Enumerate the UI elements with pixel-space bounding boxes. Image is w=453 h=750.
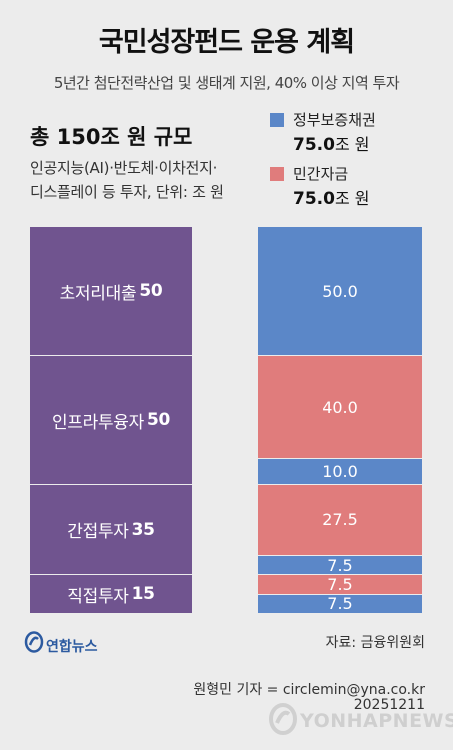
funding-segment-3: 27.5 bbox=[258, 485, 422, 556]
category-bar-0: 초저리대출 50 bbox=[30, 227, 192, 356]
segment-value-label: 27.5 bbox=[322, 510, 358, 530]
funding-segment-2: 10.0 bbox=[258, 459, 422, 485]
publish-date: 20251211 bbox=[353, 697, 425, 713]
segment-value-label: 7.5 bbox=[327, 574, 353, 594]
legend-value-govt-unit: 조 원 bbox=[334, 135, 370, 154]
funding-segment-4: 7.5 bbox=[258, 555, 422, 576]
category-label: 초저리대출 bbox=[59, 283, 137, 304]
legend-swatch-govt bbox=[270, 113, 284, 127]
yonhap-logo-text: 연합뉴스 bbox=[46, 639, 98, 655]
reporter-credit: 원형민 기자 = circlemin@yna.co.kr bbox=[193, 682, 425, 698]
funding-segment-5: 7.5 bbox=[258, 574, 422, 595]
description-line-2: 디스플레이 등 투자, 단위: 조 원 bbox=[30, 183, 224, 201]
legend-value-private-number: 75.0 bbox=[293, 189, 335, 209]
category-value: 35 bbox=[131, 519, 155, 540]
segment-value-label: 7.5 bbox=[327, 594, 353, 614]
funding-segment-0: 50.0 bbox=[258, 227, 422, 356]
funding-segment-6: 7.5 bbox=[258, 594, 422, 614]
legend-swatch-private bbox=[270, 167, 284, 181]
description-line-1: 인공지능(AI)·반도체·이차전지· bbox=[30, 159, 218, 177]
source-note: 자료: 금융위원회 bbox=[325, 635, 425, 651]
legend-value-private: 75.0조 원 bbox=[293, 185, 369, 209]
legend-value-private-unit: 조 원 bbox=[334, 189, 370, 208]
category-label: 간접투자 bbox=[67, 522, 129, 543]
legend-label-private: 민간자금 bbox=[293, 165, 349, 183]
funding-segment-1: 40.0 bbox=[258, 356, 422, 460]
segment-value-label: 10.0 bbox=[322, 462, 358, 482]
legend-label-govt: 정부보증채권 bbox=[293, 111, 376, 129]
segment-value-label: 40.0 bbox=[322, 397, 358, 417]
legend-value-govt-number: 75.0 bbox=[293, 135, 335, 155]
chart-subtitle: 5년간 첨단전략산업 및 생태계 지원, 40% 이상 지역 투자 bbox=[53, 74, 400, 92]
chart-title: 국민성장펀드 운용 계획 bbox=[98, 27, 355, 58]
yonhap-logo-icon bbox=[24, 631, 44, 653]
legend-value-govt: 75.0조 원 bbox=[293, 131, 369, 155]
category-value: 50 bbox=[146, 410, 171, 430]
total-size-heading: 총 150조 원 규모 bbox=[30, 125, 193, 149]
segment-value-label: 7.5 bbox=[327, 555, 353, 575]
category-value: 15 bbox=[131, 584, 155, 605]
category-bar-1: 인프라투융자 50 bbox=[30, 356, 192, 485]
category-label: 인프라투융자 bbox=[51, 412, 144, 433]
category-value: 50 bbox=[139, 281, 163, 301]
watermark-logo-icon bbox=[269, 703, 297, 735]
segment-value-label: 50.0 bbox=[322, 281, 358, 301]
category-bar-3: 직접투자 15 bbox=[30, 575, 192, 614]
category-label: 직접투자 bbox=[67, 586, 129, 607]
watermark-text: YONHAPNEWS bbox=[300, 710, 453, 732]
category-bar-2: 간접투자 35 bbox=[30, 485, 192, 576]
